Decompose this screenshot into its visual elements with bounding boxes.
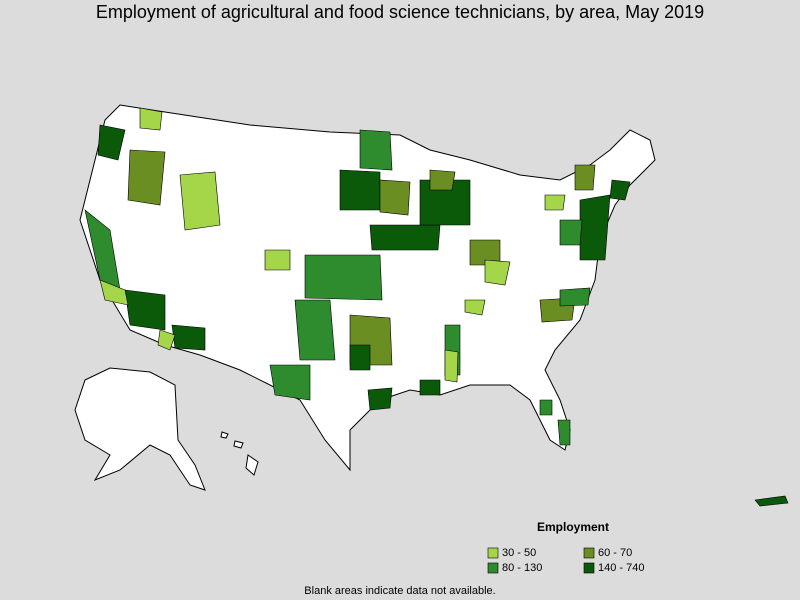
alaska — [74, 367, 206, 491]
footnote: Blank areas indicate data not available. — [304, 585, 495, 597]
legend-swatch — [583, 547, 595, 559]
legend-label: 80 - 130 — [502, 562, 542, 574]
legend-swatch — [583, 562, 595, 574]
hawaii — [220, 431, 259, 476]
legend: Employment 30 - 50 60 - 70 80 - 130 140 - 7… — [487, 520, 644, 574]
puerto-rico — [754, 495, 789, 507]
legend-title: Employment — [537, 520, 609, 534]
map-title: Employment of agricultural and food scie… — [96, 2, 704, 22]
legend-label: 60 - 70 — [598, 547, 632, 559]
legend-label: 140 - 740 — [598, 562, 644, 574]
legend-label: 30 - 50 — [502, 547, 536, 559]
legend-swatch — [487, 562, 499, 574]
area-shading — [84, 107, 631, 446]
legend-swatch — [487, 547, 499, 559]
